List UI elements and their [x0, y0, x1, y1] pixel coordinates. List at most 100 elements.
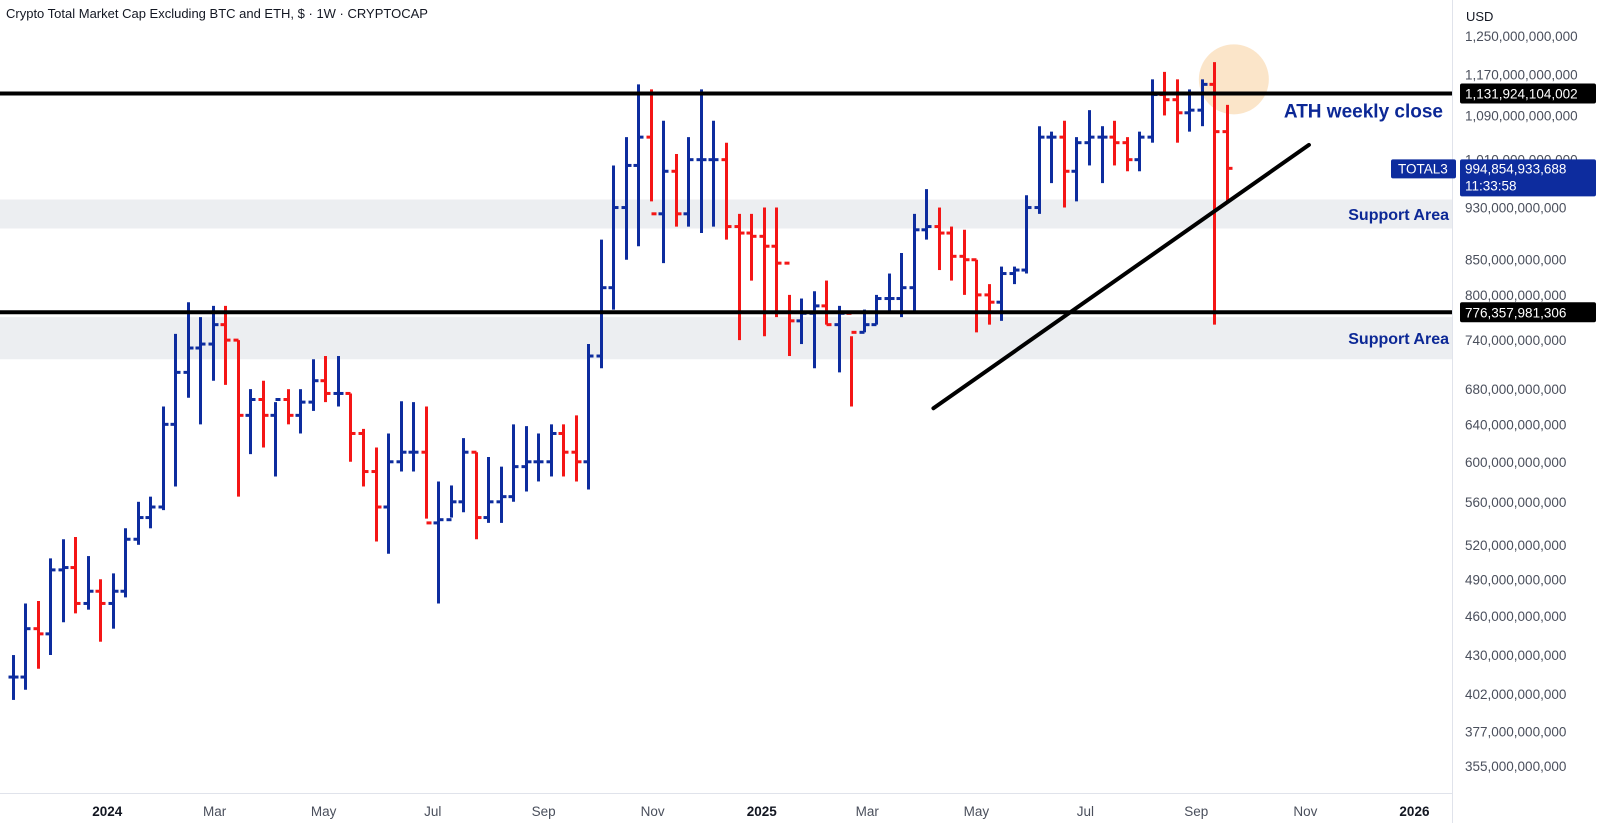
ohlc-bar [33, 600, 44, 669]
support-zone-2 [0, 317, 1452, 360]
level-price-label-1: 1,131,924,104,002 [1465, 87, 1578, 102]
support-area-label-lower: Support Area [1348, 331, 1449, 348]
ohlc-bar [921, 189, 932, 240]
price-tick-label: 460,000,000,000 [1465, 609, 1566, 624]
ohlc-bar [884, 273, 895, 314]
ohlc-bar [646, 89, 657, 216]
ohlc-bar [784, 261, 795, 357]
ohlc-bar [533, 433, 544, 482]
price-tick-label: 1,250,000,000,000 [1465, 29, 1578, 44]
time-tick-label: 2026 [1399, 804, 1430, 819]
ohlc-bar [909, 213, 920, 314]
ohlc-bar [1097, 126, 1108, 184]
time-tick-label: 2024 [92, 804, 123, 819]
ohlc-bar [20, 603, 31, 690]
price-axis[interactable]: 1,250,000,000,000 1,170,000,000,000 1,090,… [1465, 29, 1578, 774]
time-axis[interactable]: 2024 Mar May Jul Sep Nov 2025 Mar May Jul Sep Nov 20… [92, 804, 1430, 819]
ohlc-bar [959, 229, 970, 295]
level-price-badge-2 [1460, 302, 1596, 323]
level-price-label-2: 776,357,981,306 [1465, 305, 1566, 320]
ohlc-bar [358, 428, 369, 487]
price-tick-label: 930,000,000,000 [1465, 201, 1566, 216]
ohlc-bar [984, 284, 995, 325]
price-tick-label: 402,000,000,000 [1465, 687, 1566, 702]
ohlc-bar [683, 137, 694, 227]
ohlc-bar [220, 305, 231, 385]
ohlc-bar [1172, 79, 1183, 143]
ohlc-bar [8, 655, 19, 700]
ohlc-bar [1084, 110, 1095, 166]
ohlc-bar [1034, 126, 1045, 214]
ohlc-bar [708, 120, 719, 227]
price-bars [8, 62, 1233, 700]
ohlc-bar [408, 402, 419, 472]
ohlc-bar [971, 258, 982, 333]
price-tick-label: 355,000,000,000 [1465, 759, 1566, 774]
ohlc-bar [421, 406, 432, 525]
symbol-label: TOTAL3 [1398, 161, 1448, 176]
time-tick-label: May [311, 804, 337, 819]
trendline-group [931, 142, 1311, 411]
ohlc-bar [896, 252, 907, 318]
ohlc-bar [658, 120, 669, 264]
annotation-labels: ATH weekly close Support Area Support Area [1284, 102, 1449, 349]
ohlc-bar [120, 528, 131, 598]
ohlc-bar [95, 579, 106, 642]
price-tick-label: 680,000,000,000 [1465, 382, 1566, 397]
time-tick-label: May [964, 804, 990, 819]
ohlc-bar [245, 389, 256, 455]
ohlc-bar [258, 380, 269, 448]
ohlc-bar [746, 213, 757, 281]
ohlc-bar [1184, 89, 1195, 132]
ohlc-bar [333, 356, 344, 407]
time-tick-label: Jul [1077, 804, 1094, 819]
time-tick-label: 2025 [747, 804, 778, 819]
ohlc-bar [696, 89, 707, 234]
ohlc-bar [1046, 131, 1057, 184]
ohlc-bar [183, 302, 194, 398]
ohlc-bar [270, 398, 281, 477]
time-tick-label: Nov [641, 804, 665, 819]
ohlc-bar [759, 207, 770, 337]
level-price-badge-1 [1460, 83, 1596, 104]
ohlc-bar [383, 433, 394, 554]
ohlc-bar [508, 424, 519, 502]
time-tick-label: Nov [1293, 804, 1317, 819]
ath-weekly-close-label: ATH weekly close [1284, 102, 1443, 123]
price-tick-label: 430,000,000,000 [1465, 648, 1566, 663]
ohlc-bar [295, 389, 306, 434]
ohlc-bar [546, 424, 557, 477]
ohlc-bar [571, 415, 582, 482]
time-tick-label: Mar [856, 804, 880, 819]
ohlc-bar [195, 317, 206, 425]
ohlc-bar [170, 333, 181, 487]
price-tick-label: 1,170,000,000,000 [1465, 67, 1578, 82]
ohlc-bar [158, 406, 169, 511]
ohlc-bar [308, 359, 319, 411]
ohlc-bar [608, 165, 619, 310]
currency-label[interactable]: USD [1466, 9, 1494, 24]
price-tick-label: 490,000,000,000 [1465, 572, 1566, 587]
ohlc-bar [934, 207, 945, 271]
ohlc-bar [70, 537, 81, 614]
last-price-label: 994,854,933,688 [1465, 161, 1566, 176]
ohlc-bar [871, 294, 882, 327]
ohlc-bar [521, 426, 532, 492]
time-tick-label: Sep [532, 804, 556, 819]
price-tick-label: 800,000,000,000 [1465, 288, 1566, 303]
ohlc-bar [345, 391, 356, 462]
ohlc-bar [320, 356, 331, 403]
ohlc-bar [208, 305, 219, 381]
ohlc-bar [1222, 104, 1233, 202]
ohlc-bar [1009, 266, 1020, 285]
ohlc-bar [633, 84, 644, 247]
ath-highlight-circle [1198, 44, 1269, 115]
ascending-trendline [931, 142, 1311, 411]
ohlc-bar [1122, 137, 1133, 172]
symbol-badge [1391, 159, 1456, 179]
price-tick-label: 560,000,000,000 [1465, 495, 1566, 510]
support-area-label-upper: Support Area [1348, 207, 1449, 224]
ohlc-bar [1147, 79, 1158, 143]
ohlc-bar [83, 556, 94, 610]
